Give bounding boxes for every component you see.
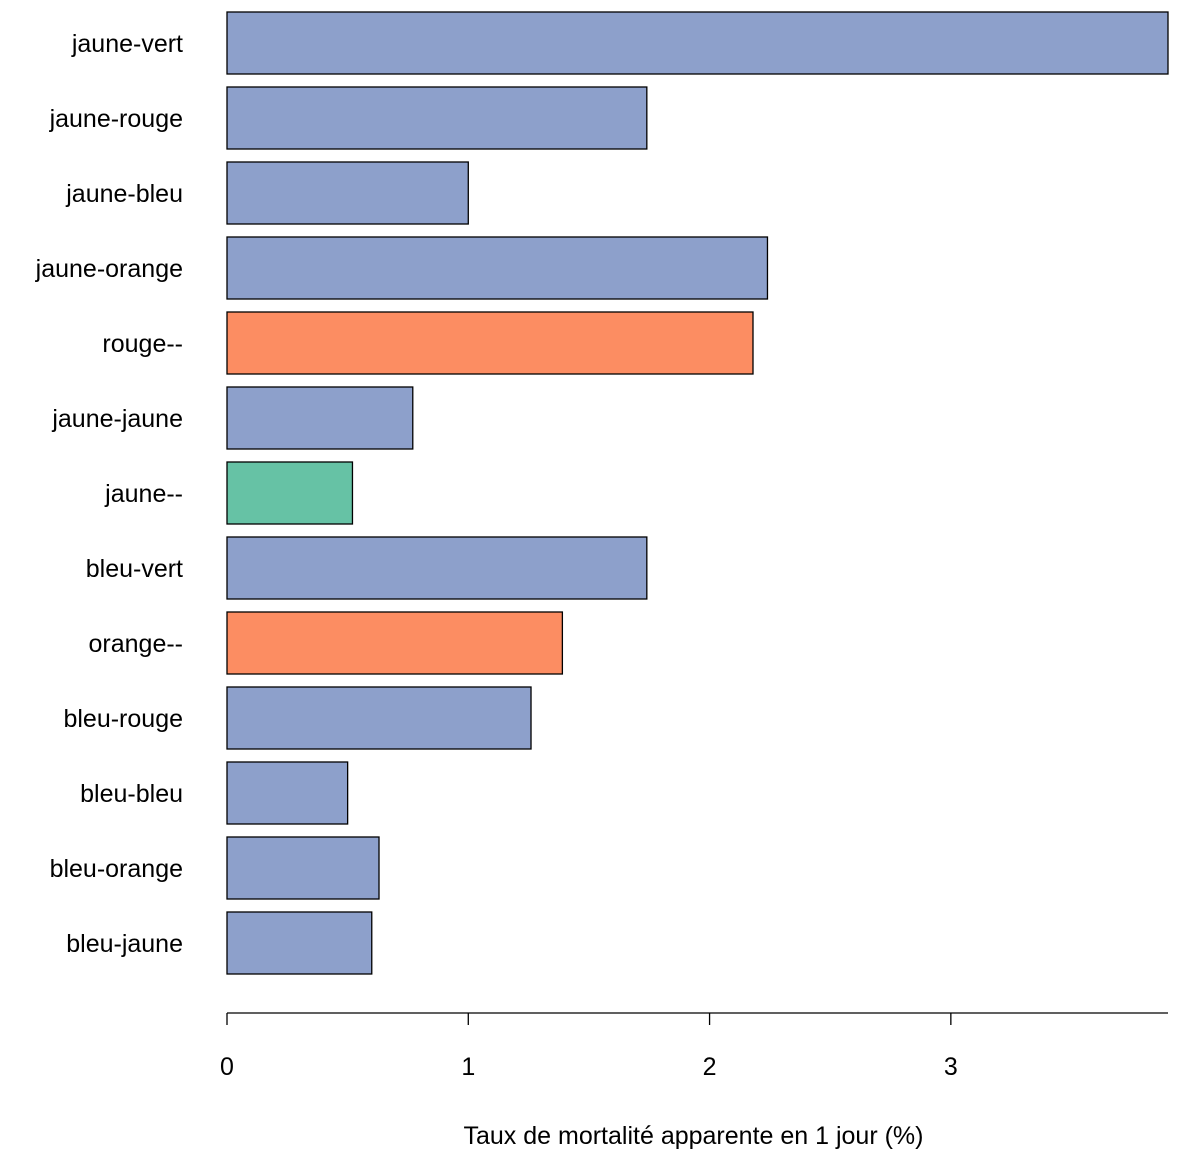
bar	[226, 311, 754, 375]
category-label: bleu-orange	[50, 855, 183, 883]
bar	[226, 536, 648, 600]
category-label: bleu-rouge	[63, 705, 183, 733]
bar	[226, 461, 354, 525]
category-label: bleu-vert	[86, 555, 183, 583]
category-label: orange--	[89, 630, 184, 658]
bars-group	[226, 11, 1169, 975]
x-axis-title: Taux de mortalité apparente en 1 jour (%…	[464, 1122, 924, 1150]
category-label: jaune-rouge	[49, 105, 183, 133]
category-label: bleu-bleu	[80, 780, 183, 808]
x-tick-label: 0	[220, 1053, 234, 1081]
bar	[226, 11, 1169, 75]
x-tick-label: 1	[461, 1053, 475, 1081]
x-axis: 0 1 2 3	[220, 1012, 1168, 1081]
bar	[226, 686, 532, 750]
category-label: jaune-jaune	[51, 405, 183, 433]
category-label: jaune-vert	[71, 30, 183, 58]
bar	[226, 86, 648, 150]
category-label: bleu-jaune	[66, 930, 183, 958]
category-label: jaune-bleu	[65, 180, 183, 208]
category-label: jaune--	[104, 480, 183, 508]
category-label: jaune-orange	[35, 255, 183, 283]
bar	[226, 611, 564, 675]
bar	[226, 386, 414, 450]
bar	[226, 836, 380, 900]
bar	[226, 911, 373, 975]
x-tick-label: 3	[944, 1053, 958, 1081]
bar	[226, 161, 469, 225]
category-labels-group: jaune-vert jaune-rouge jaune-bleu jaune-ora…	[35, 30, 183, 958]
x-tick-label: 2	[703, 1053, 717, 1081]
category-label: rouge--	[102, 330, 183, 358]
bar	[226, 761, 349, 825]
bar	[226, 236, 769, 300]
